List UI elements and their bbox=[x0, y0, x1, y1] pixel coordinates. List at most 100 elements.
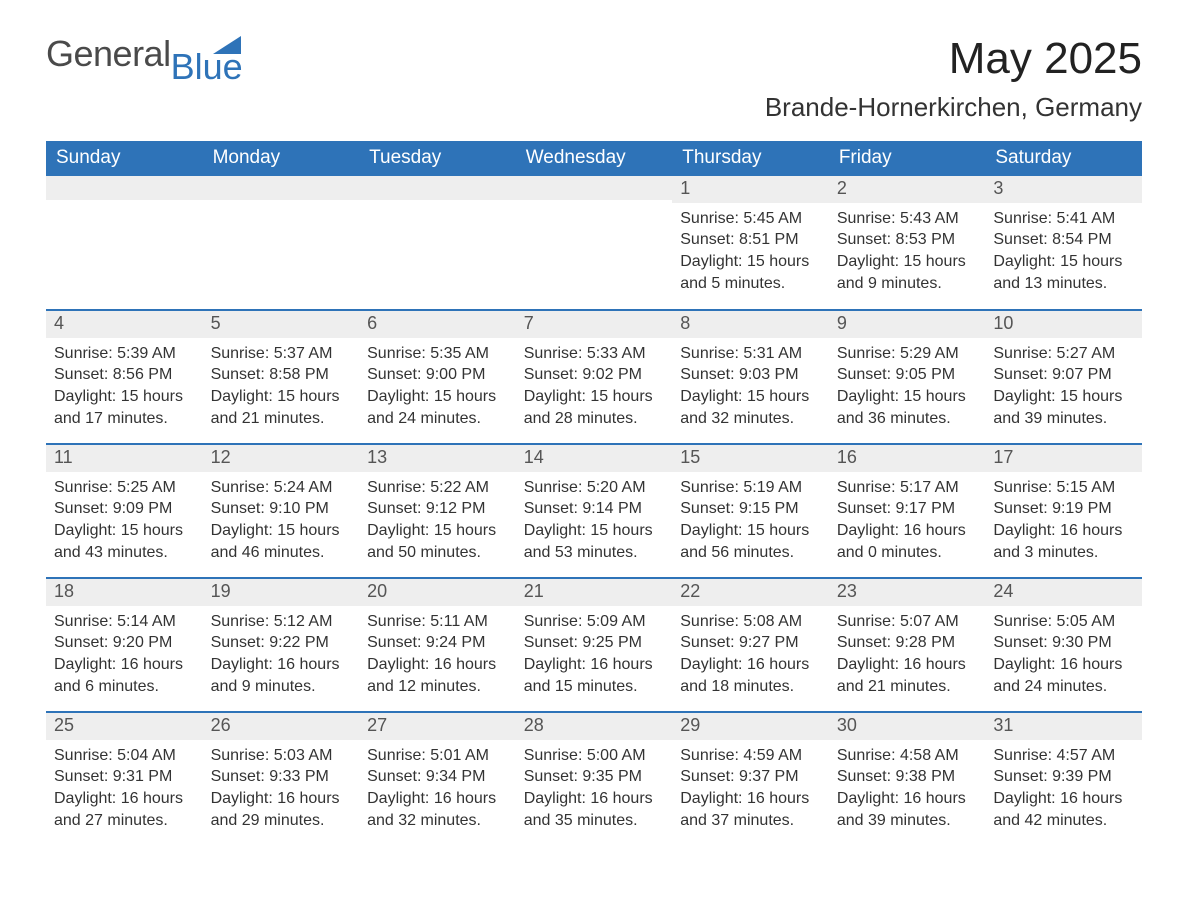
sunset-text: Sunset: 9:37 PM bbox=[680, 766, 821, 788]
sunset-text: Sunset: 9:12 PM bbox=[367, 498, 508, 520]
day-number: 14 bbox=[516, 445, 673, 472]
sunrise-text: Sunrise: 4:59 AM bbox=[680, 745, 821, 767]
day-content: Sunrise: 5:12 AMSunset: 9:22 PMDaylight:… bbox=[203, 606, 360, 701]
daylight-text: Daylight: 16 hours and 39 minutes. bbox=[837, 788, 978, 831]
sunset-text: Sunset: 9:28 PM bbox=[837, 632, 978, 654]
day-content: Sunrise: 5:14 AMSunset: 9:20 PMDaylight:… bbox=[46, 606, 203, 701]
day-number: 15 bbox=[672, 445, 829, 472]
day-number: 20 bbox=[359, 579, 516, 606]
calendar-cell: 13Sunrise: 5:22 AMSunset: 9:12 PMDayligh… bbox=[359, 444, 516, 578]
daylight-text: Daylight: 15 hours and 5 minutes. bbox=[680, 251, 821, 294]
sunset-text: Sunset: 8:53 PM bbox=[837, 229, 978, 251]
daylight-text: Daylight: 16 hours and 15 minutes. bbox=[524, 654, 665, 697]
sunrise-text: Sunrise: 5:09 AM bbox=[524, 611, 665, 633]
calendar-cell: 25Sunrise: 5:04 AMSunset: 9:31 PMDayligh… bbox=[46, 712, 203, 846]
day-number: 28 bbox=[516, 713, 673, 740]
daylight-text: Daylight: 16 hours and 18 minutes. bbox=[680, 654, 821, 697]
calendar-cell: 10Sunrise: 5:27 AMSunset: 9:07 PMDayligh… bbox=[985, 310, 1142, 444]
sunset-text: Sunset: 8:56 PM bbox=[54, 364, 195, 386]
calendar-cell bbox=[203, 176, 360, 310]
day-number: 1 bbox=[672, 176, 829, 203]
title-block: May 2025 Brande-Hornerkirchen, Germany bbox=[765, 36, 1142, 123]
day-number: 6 bbox=[359, 311, 516, 338]
calendar-cell: 11Sunrise: 5:25 AMSunset: 9:09 PMDayligh… bbox=[46, 444, 203, 578]
sunset-text: Sunset: 9:15 PM bbox=[680, 498, 821, 520]
day-content: Sunrise: 5:03 AMSunset: 9:33 PMDaylight:… bbox=[203, 740, 360, 835]
page-title: May 2025 bbox=[765, 36, 1142, 82]
calendar-week-row: 18Sunrise: 5:14 AMSunset: 9:20 PMDayligh… bbox=[46, 578, 1142, 712]
sunset-text: Sunset: 9:25 PM bbox=[524, 632, 665, 654]
sunset-text: Sunset: 9:17 PM bbox=[837, 498, 978, 520]
day-number: 26 bbox=[203, 713, 360, 740]
calendar-body: 1Sunrise: 5:45 AMSunset: 8:51 PMDaylight… bbox=[46, 176, 1142, 846]
sunrise-text: Sunrise: 5:39 AM bbox=[54, 343, 195, 365]
daylight-text: Daylight: 16 hours and 29 minutes. bbox=[211, 788, 352, 831]
daylight-text: Daylight: 16 hours and 21 minutes. bbox=[837, 654, 978, 697]
day-number: 2 bbox=[829, 176, 986, 203]
day-content: Sunrise: 5:37 AMSunset: 8:58 PMDaylight:… bbox=[203, 338, 360, 433]
calendar-cell bbox=[46, 176, 203, 310]
day-number bbox=[359, 176, 516, 200]
calendar-cell: 18Sunrise: 5:14 AMSunset: 9:20 PMDayligh… bbox=[46, 578, 203, 712]
col-tuesday: Tuesday bbox=[359, 141, 516, 176]
calendar-cell: 20Sunrise: 5:11 AMSunset: 9:24 PMDayligh… bbox=[359, 578, 516, 712]
header: General Blue May 2025 Brande-Hornerkirch… bbox=[46, 36, 1142, 123]
calendar-cell: 26Sunrise: 5:03 AMSunset: 9:33 PMDayligh… bbox=[203, 712, 360, 846]
col-wednesday: Wednesday bbox=[516, 141, 673, 176]
sunset-text: Sunset: 9:38 PM bbox=[837, 766, 978, 788]
sunrise-text: Sunrise: 5:31 AM bbox=[680, 343, 821, 365]
col-sunday: Sunday bbox=[46, 141, 203, 176]
day-number: 16 bbox=[829, 445, 986, 472]
sunset-text: Sunset: 9:35 PM bbox=[524, 766, 665, 788]
day-number: 19 bbox=[203, 579, 360, 606]
sunrise-text: Sunrise: 5:03 AM bbox=[211, 745, 352, 767]
day-number: 25 bbox=[46, 713, 203, 740]
day-number: 23 bbox=[829, 579, 986, 606]
day-number: 31 bbox=[985, 713, 1142, 740]
day-content: Sunrise: 5:19 AMSunset: 9:15 PMDaylight:… bbox=[672, 472, 829, 567]
day-content: Sunrise: 5:24 AMSunset: 9:10 PMDaylight:… bbox=[203, 472, 360, 567]
calendar-cell: 1Sunrise: 5:45 AMSunset: 8:51 PMDaylight… bbox=[672, 176, 829, 310]
day-content: Sunrise: 5:04 AMSunset: 9:31 PMDaylight:… bbox=[46, 740, 203, 835]
day-number bbox=[46, 176, 203, 200]
day-content: Sunrise: 5:22 AMSunset: 9:12 PMDaylight:… bbox=[359, 472, 516, 567]
calendar-cell: 8Sunrise: 5:31 AMSunset: 9:03 PMDaylight… bbox=[672, 310, 829, 444]
sunrise-text: Sunrise: 5:24 AM bbox=[211, 477, 352, 499]
sunrise-text: Sunrise: 5:01 AM bbox=[367, 745, 508, 767]
calendar-week-row: 25Sunrise: 5:04 AMSunset: 9:31 PMDayligh… bbox=[46, 712, 1142, 846]
day-content: Sunrise: 5:11 AMSunset: 9:24 PMDaylight:… bbox=[359, 606, 516, 701]
sunset-text: Sunset: 9:05 PM bbox=[837, 364, 978, 386]
col-saturday: Saturday bbox=[985, 141, 1142, 176]
calendar-cell: 3Sunrise: 5:41 AMSunset: 8:54 PMDaylight… bbox=[985, 176, 1142, 310]
daylight-text: Daylight: 16 hours and 37 minutes. bbox=[680, 788, 821, 831]
brand-logo-text-2: Blue bbox=[171, 52, 243, 83]
daylight-text: Daylight: 15 hours and 46 minutes. bbox=[211, 520, 352, 563]
daylight-text: Daylight: 16 hours and 0 minutes. bbox=[837, 520, 978, 563]
sunset-text: Sunset: 9:09 PM bbox=[54, 498, 195, 520]
calendar-cell: 6Sunrise: 5:35 AMSunset: 9:00 PMDaylight… bbox=[359, 310, 516, 444]
calendar-cell: 24Sunrise: 5:05 AMSunset: 9:30 PMDayligh… bbox=[985, 578, 1142, 712]
sunrise-text: Sunrise: 4:57 AM bbox=[993, 745, 1134, 767]
sunset-text: Sunset: 9:03 PM bbox=[680, 364, 821, 386]
day-content: Sunrise: 5:45 AMSunset: 8:51 PMDaylight:… bbox=[672, 203, 829, 298]
day-number: 30 bbox=[829, 713, 986, 740]
day-content: Sunrise: 5:20 AMSunset: 9:14 PMDaylight:… bbox=[516, 472, 673, 567]
sunrise-text: Sunrise: 5:08 AM bbox=[680, 611, 821, 633]
sunrise-text: Sunrise: 5:43 AM bbox=[837, 208, 978, 230]
day-content: Sunrise: 5:08 AMSunset: 9:27 PMDaylight:… bbox=[672, 606, 829, 701]
sunset-text: Sunset: 8:54 PM bbox=[993, 229, 1134, 251]
day-number: 24 bbox=[985, 579, 1142, 606]
sunset-text: Sunset: 8:51 PM bbox=[680, 229, 821, 251]
col-monday: Monday bbox=[203, 141, 360, 176]
calendar-cell: 30Sunrise: 4:58 AMSunset: 9:38 PMDayligh… bbox=[829, 712, 986, 846]
day-number: 8 bbox=[672, 311, 829, 338]
day-content: Sunrise: 5:27 AMSunset: 9:07 PMDaylight:… bbox=[985, 338, 1142, 433]
day-number: 4 bbox=[46, 311, 203, 338]
day-content: Sunrise: 4:59 AMSunset: 9:37 PMDaylight:… bbox=[672, 740, 829, 835]
calendar-week-row: 4Sunrise: 5:39 AMSunset: 8:56 PMDaylight… bbox=[46, 310, 1142, 444]
sunrise-text: Sunrise: 5:41 AM bbox=[993, 208, 1134, 230]
calendar-cell: 14Sunrise: 5:20 AMSunset: 9:14 PMDayligh… bbox=[516, 444, 673, 578]
calendar-cell: 15Sunrise: 5:19 AMSunset: 9:15 PMDayligh… bbox=[672, 444, 829, 578]
sunset-text: Sunset: 9:02 PM bbox=[524, 364, 665, 386]
sunset-text: Sunset: 9:10 PM bbox=[211, 498, 352, 520]
